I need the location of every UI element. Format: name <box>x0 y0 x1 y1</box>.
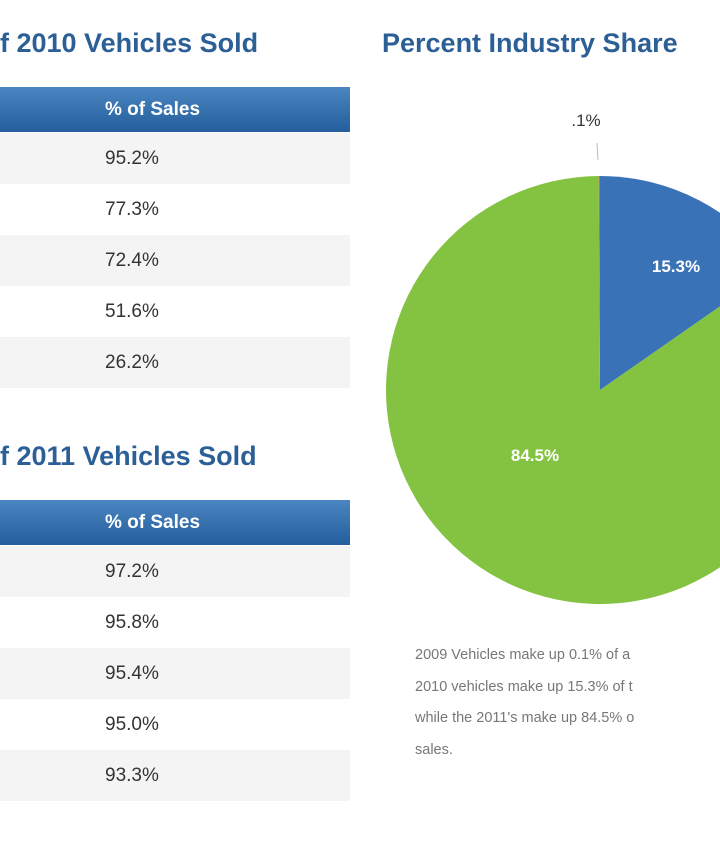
table-2010: % of Sales 95.2% 77.3% 72.4% 51.6% 26.2% <box>0 87 350 388</box>
sales-percent: 97.2% <box>105 561 159 582</box>
description-line: 2009 Vehicles make up 0.1% of a <box>415 647 631 663</box>
table-row: 72.4% <box>0 235 350 286</box>
leader-line <box>596 142 599 161</box>
table-2011-title: f 2011 Vehicles Sold <box>0 441 257 471</box>
table-row: 95.8% <box>0 597 350 648</box>
table-row: 97.2% <box>0 546 350 597</box>
slice-label: 15.3% <box>652 257 700 276</box>
sales-percent: 95.4% <box>105 663 159 684</box>
slice-label: 84.5% <box>511 446 559 465</box>
table-row: 93.3% <box>0 750 350 801</box>
chart-title: Percent Industry Share <box>382 28 678 58</box>
sales-percent: 51.6% <box>105 301 159 322</box>
table-header: % of Sales <box>0 87 350 132</box>
sales-percent: 93.3% <box>105 765 159 786</box>
table-row: 95.4% <box>0 648 350 699</box>
table-2011: % of Sales 97.2% 95.8% 95.4% 95.0% 93.3% <box>0 500 350 801</box>
header-sales: % of Sales <box>105 99 201 120</box>
sales-percent: 72.4% <box>105 250 159 271</box>
table-row: 77.3% <box>0 184 350 235</box>
pie-slice <box>386 176 720 604</box>
table-2010-title: f 2010 Vehicles Sold <box>0 28 259 58</box>
table-row: 95.2% <box>0 133 350 184</box>
sales-percent: 95.0% <box>105 714 159 735</box>
description-line: sales. <box>415 741 453 758</box>
sales-percent: 77.3% <box>105 199 159 220</box>
table-row: 51.6% <box>0 286 350 337</box>
pie-slice <box>600 176 720 390</box>
table-row: 26.2% <box>0 337 350 388</box>
slice-label: .1% <box>571 111 600 130</box>
sales-percent: 95.8% <box>105 612 159 633</box>
table-row: 95.0% <box>0 699 350 750</box>
description-line: 2010 vehicles make up 15.3% of t <box>415 678 633 695</box>
sales-percent: 26.2% <box>105 352 159 373</box>
header-sales: % of Sales <box>105 512 201 533</box>
pie-slice <box>598 176 600 390</box>
table-header: % of Sales <box>0 500 350 545</box>
chart-description: 2009 Vehicles make up 0.1% of a 2010 veh… <box>415 640 720 766</box>
sales-percent: 95.2% <box>105 148 159 169</box>
description-line: while the 2011's make up 84.5% o <box>415 710 635 726</box>
